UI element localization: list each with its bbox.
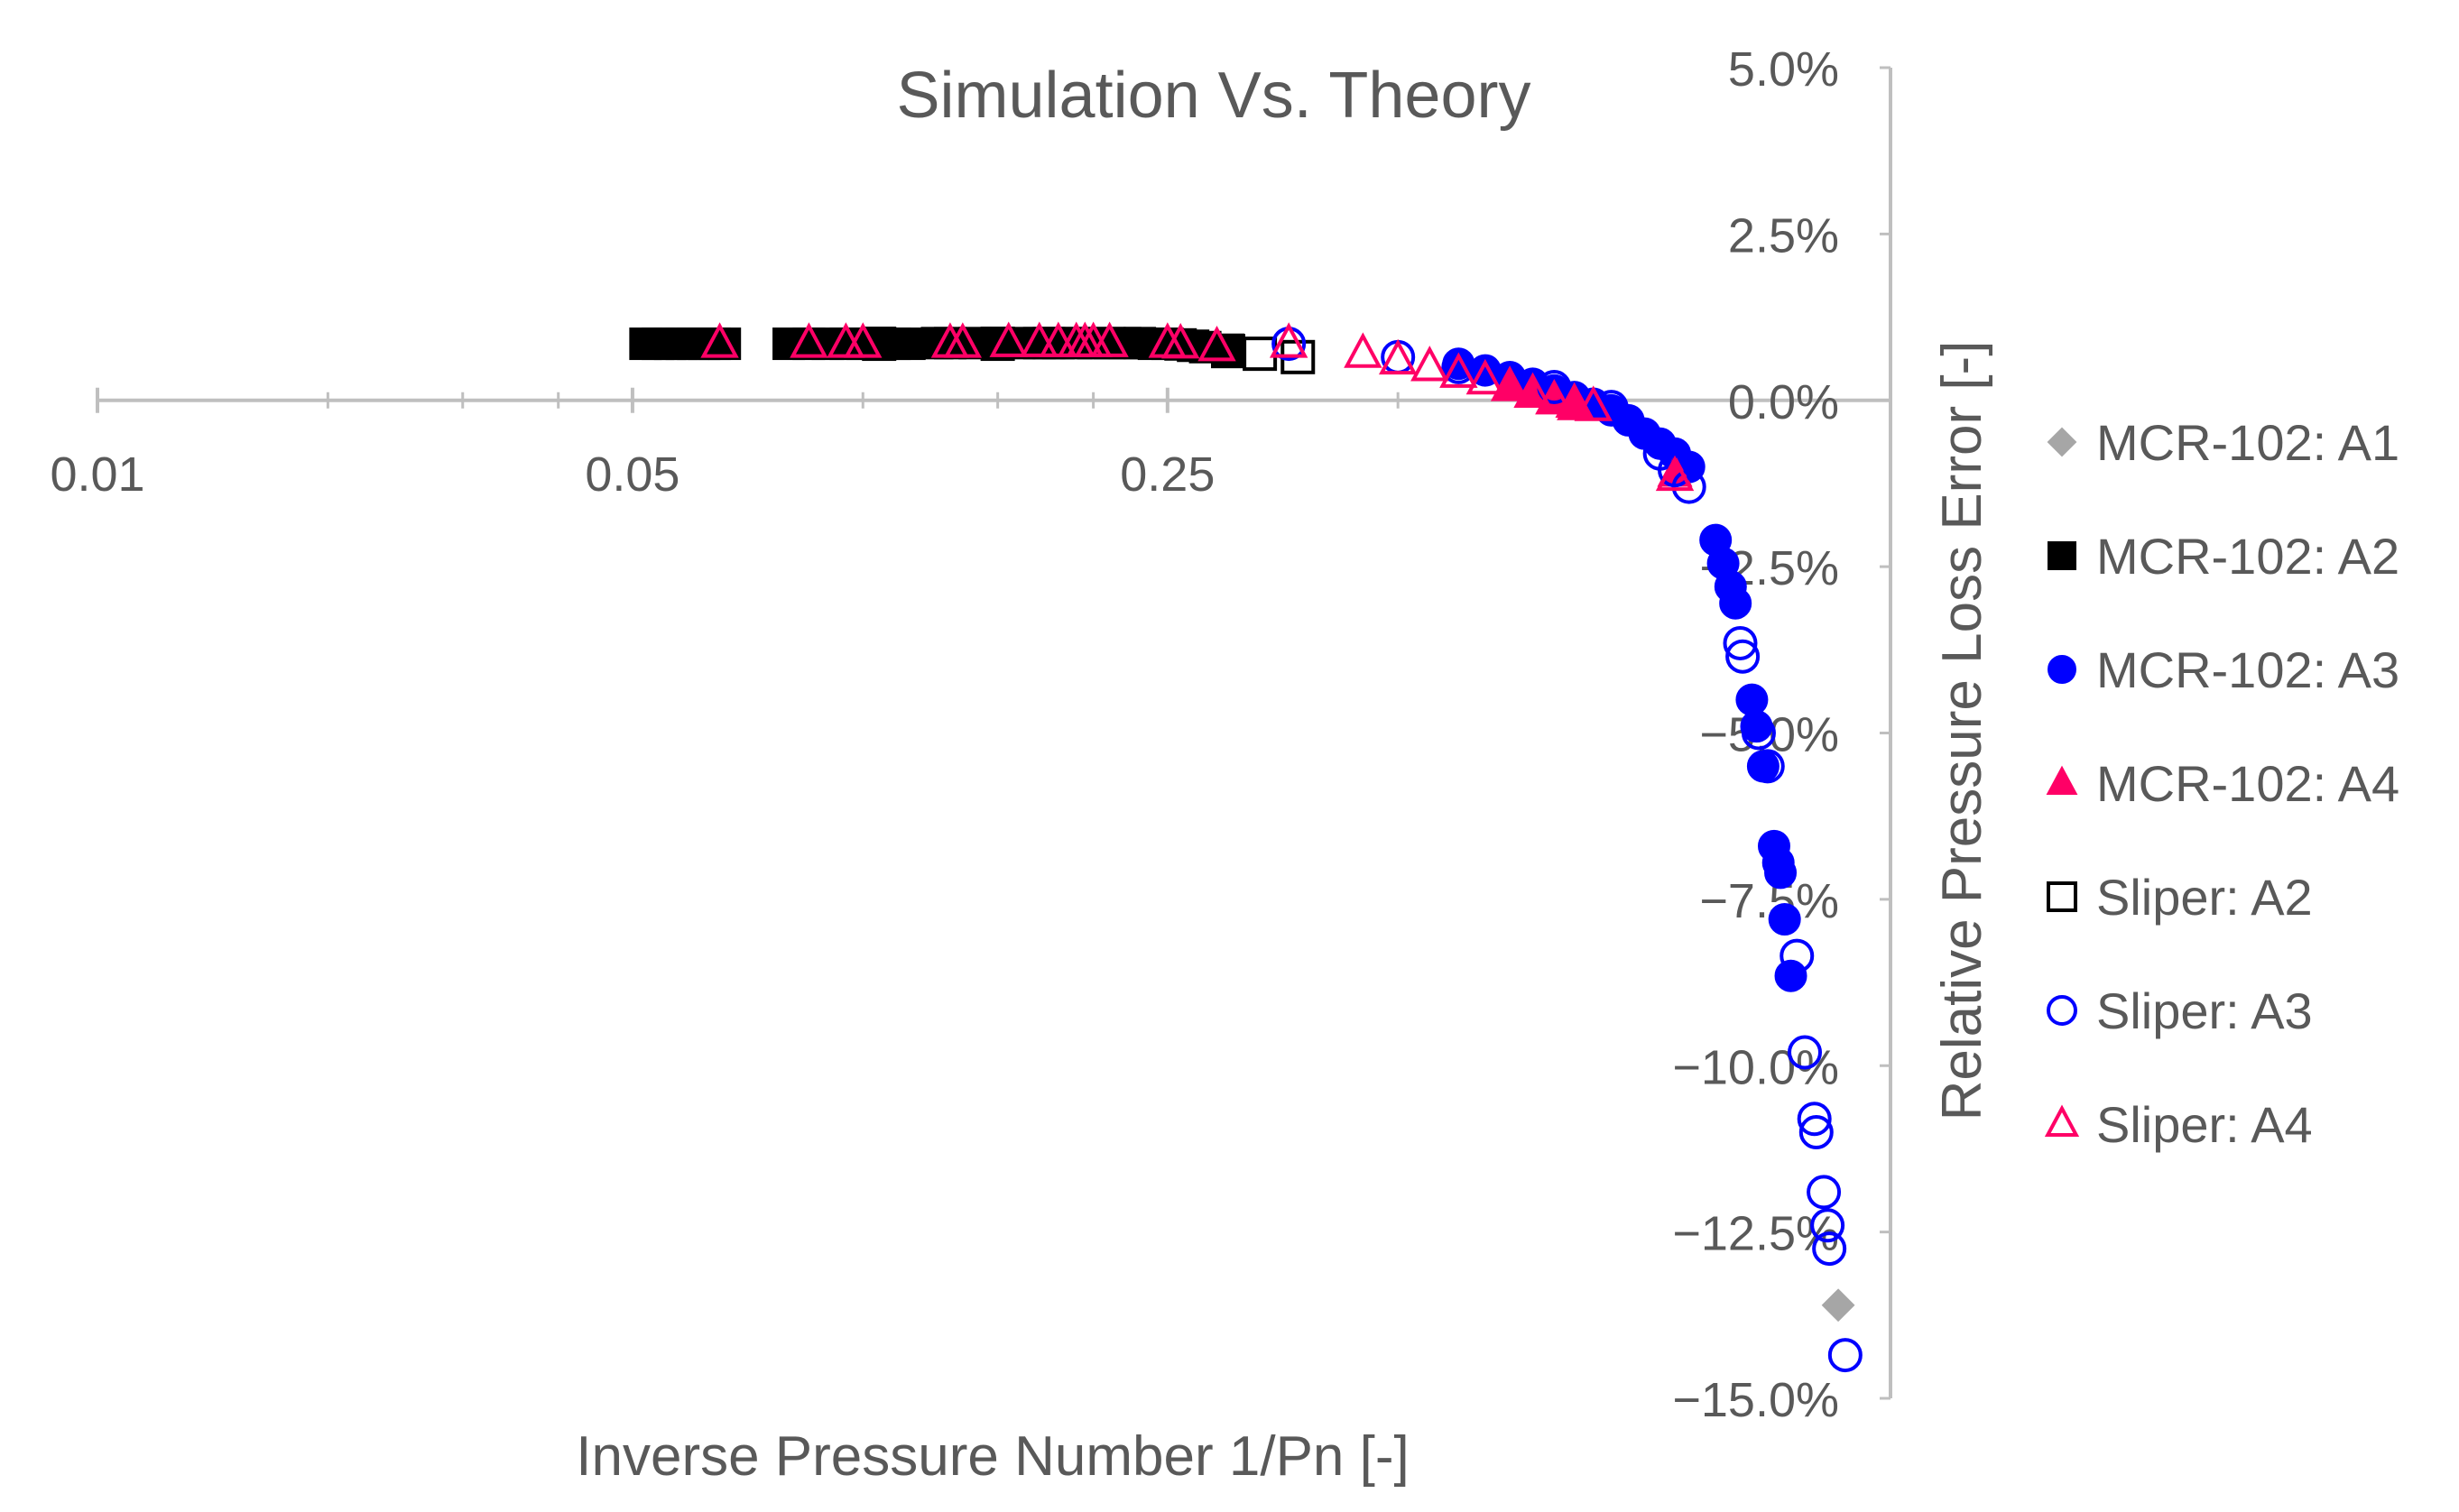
point-mcr-102-a3 — [1774, 959, 1807, 992]
point-sliper-a3 — [1741, 715, 1776, 751]
legend-marker-mcr-102-a1 — [2047, 427, 2077, 457]
y-tick-label: 2.5% — [1728, 208, 1839, 263]
point-mcr-102-a1 — [1821, 1288, 1855, 1323]
point-mcr-102-a3 — [1764, 856, 1798, 890]
point-sliper-a4 — [1513, 372, 1552, 408]
point-sliper-a4 — [1269, 322, 1308, 358]
x-tick-label: 0.01 — [50, 447, 144, 502]
data-points — [629, 321, 1863, 1373]
point-sliper-a3 — [1441, 349, 1476, 384]
point-sliper-a4 — [1439, 352, 1478, 388]
y-tick-label: 0.0% — [1728, 375, 1839, 429]
point-sliper-a3 — [1723, 625, 1758, 660]
legend: MCR-102: A1 MCR-102: A2 MCR-102: A3 MCR-102… — [2044, 414, 2399, 1153]
y-tick-label: −10.0% — [1672, 1040, 1839, 1094]
y-axis-title: Relative Pressure Loss Error [-] — [1931, 341, 1993, 1121]
point-sliper-a3 — [1725, 639, 1761, 674]
point-sliper-a3 — [1827, 1338, 1863, 1373]
point-sliper-a3 — [1671, 469, 1706, 504]
axis-ticks: 0.010.050.255.0%2.5%0.0%−2.5%−5.0%−7.5%−… — [50, 42, 1890, 1427]
legend-marker-mcr-102-a2 — [2048, 541, 2076, 570]
point-sliper-a4 — [844, 322, 883, 358]
legend-label-sliper-a2: Sliper: A2 — [2096, 869, 2313, 926]
legend-marker-sliper-a3 — [2047, 995, 2077, 1026]
legend-label-sliper-a3: Sliper: A3 — [2096, 982, 2313, 1039]
point-sliper-a3 — [1780, 938, 1815, 973]
point-sliper-a4 — [1020, 321, 1058, 357]
legend-label-mcr-102-a2: MCR-102: A2 — [2096, 528, 2399, 585]
point-sliper-a2 — [862, 327, 897, 362]
point-mcr-102-a3 — [1768, 903, 1801, 936]
point-sliper-a3 — [1750, 749, 1785, 784]
legend-label-mcr-102-a4: MCR-102: A4 — [2096, 755, 2399, 812]
point-sliper-a3 — [1812, 1231, 1847, 1267]
legend-marker-mcr-102-a3 — [2048, 655, 2076, 684]
point-sliper-a4 — [989, 321, 1028, 357]
point-sliper-a4 — [1090, 321, 1129, 357]
point-sliper-a4 — [1574, 385, 1613, 421]
point-sliper-a4 — [1161, 323, 1200, 359]
point-sliper-a3 — [1807, 1175, 1842, 1210]
point-sliper-a4 — [1197, 325, 1236, 362]
point-sliper-a4 — [1490, 365, 1530, 401]
point-sliper-a3 — [1798, 1115, 1834, 1149]
legend-marker-mcr-102-a4 — [2046, 765, 2078, 795]
point-sliper-a3 — [1788, 1035, 1823, 1070]
point-sliper-a4 — [1410, 346, 1449, 382]
legend-label-sliper-a4: Sliper: A4 — [2096, 1096, 2313, 1153]
legend-marker-sliper-a4 — [2044, 1104, 2080, 1137]
chart-title: Simulation Vs. Theory — [897, 60, 1531, 132]
point-sliper-a4 — [790, 322, 828, 358]
point-sliper-a3 — [1810, 1208, 1845, 1243]
x-axis-title: Inverse Pressure Number 1/Pn [-] — [576, 1425, 1409, 1488]
point-sliper-a4 — [1655, 455, 1695, 492]
point-mcr-102-a3 — [1719, 586, 1752, 620]
legend-label-mcr-102-a3: MCR-102: A3 — [2096, 641, 2399, 698]
x-tick-label: 0.25 — [1120, 447, 1215, 502]
x-tick-label: 0.05 — [585, 447, 679, 502]
point-sliper-a3 — [1594, 390, 1629, 425]
y-tick-label: −15.0% — [1672, 1373, 1839, 1427]
point-mcr-102-a2 — [892, 327, 926, 361]
y-tick-label: 5.0% — [1728, 42, 1839, 97]
point-sliper-a4 — [1344, 332, 1382, 368]
point-sliper-a4 — [943, 322, 983, 358]
point-sliper-a2 — [980, 327, 1015, 362]
point-sliper-a4 — [1555, 382, 1594, 419]
legend-marker-sliper-a2 — [2047, 881, 2077, 912]
point-sliper-a4 — [700, 322, 739, 358]
point-sliper-a4 — [1378, 338, 1418, 375]
point-sliper-a4 — [1465, 358, 1505, 395]
point-sliper-a3 — [1797, 1102, 1832, 1137]
y-tick-label: −12.5% — [1672, 1207, 1839, 1261]
legend-label-mcr-102-a1: MCR-102: A1 — [2096, 414, 2399, 471]
point-mcr-102-a3 — [1735, 683, 1769, 716]
point-sliper-a4 — [1535, 378, 1574, 415]
